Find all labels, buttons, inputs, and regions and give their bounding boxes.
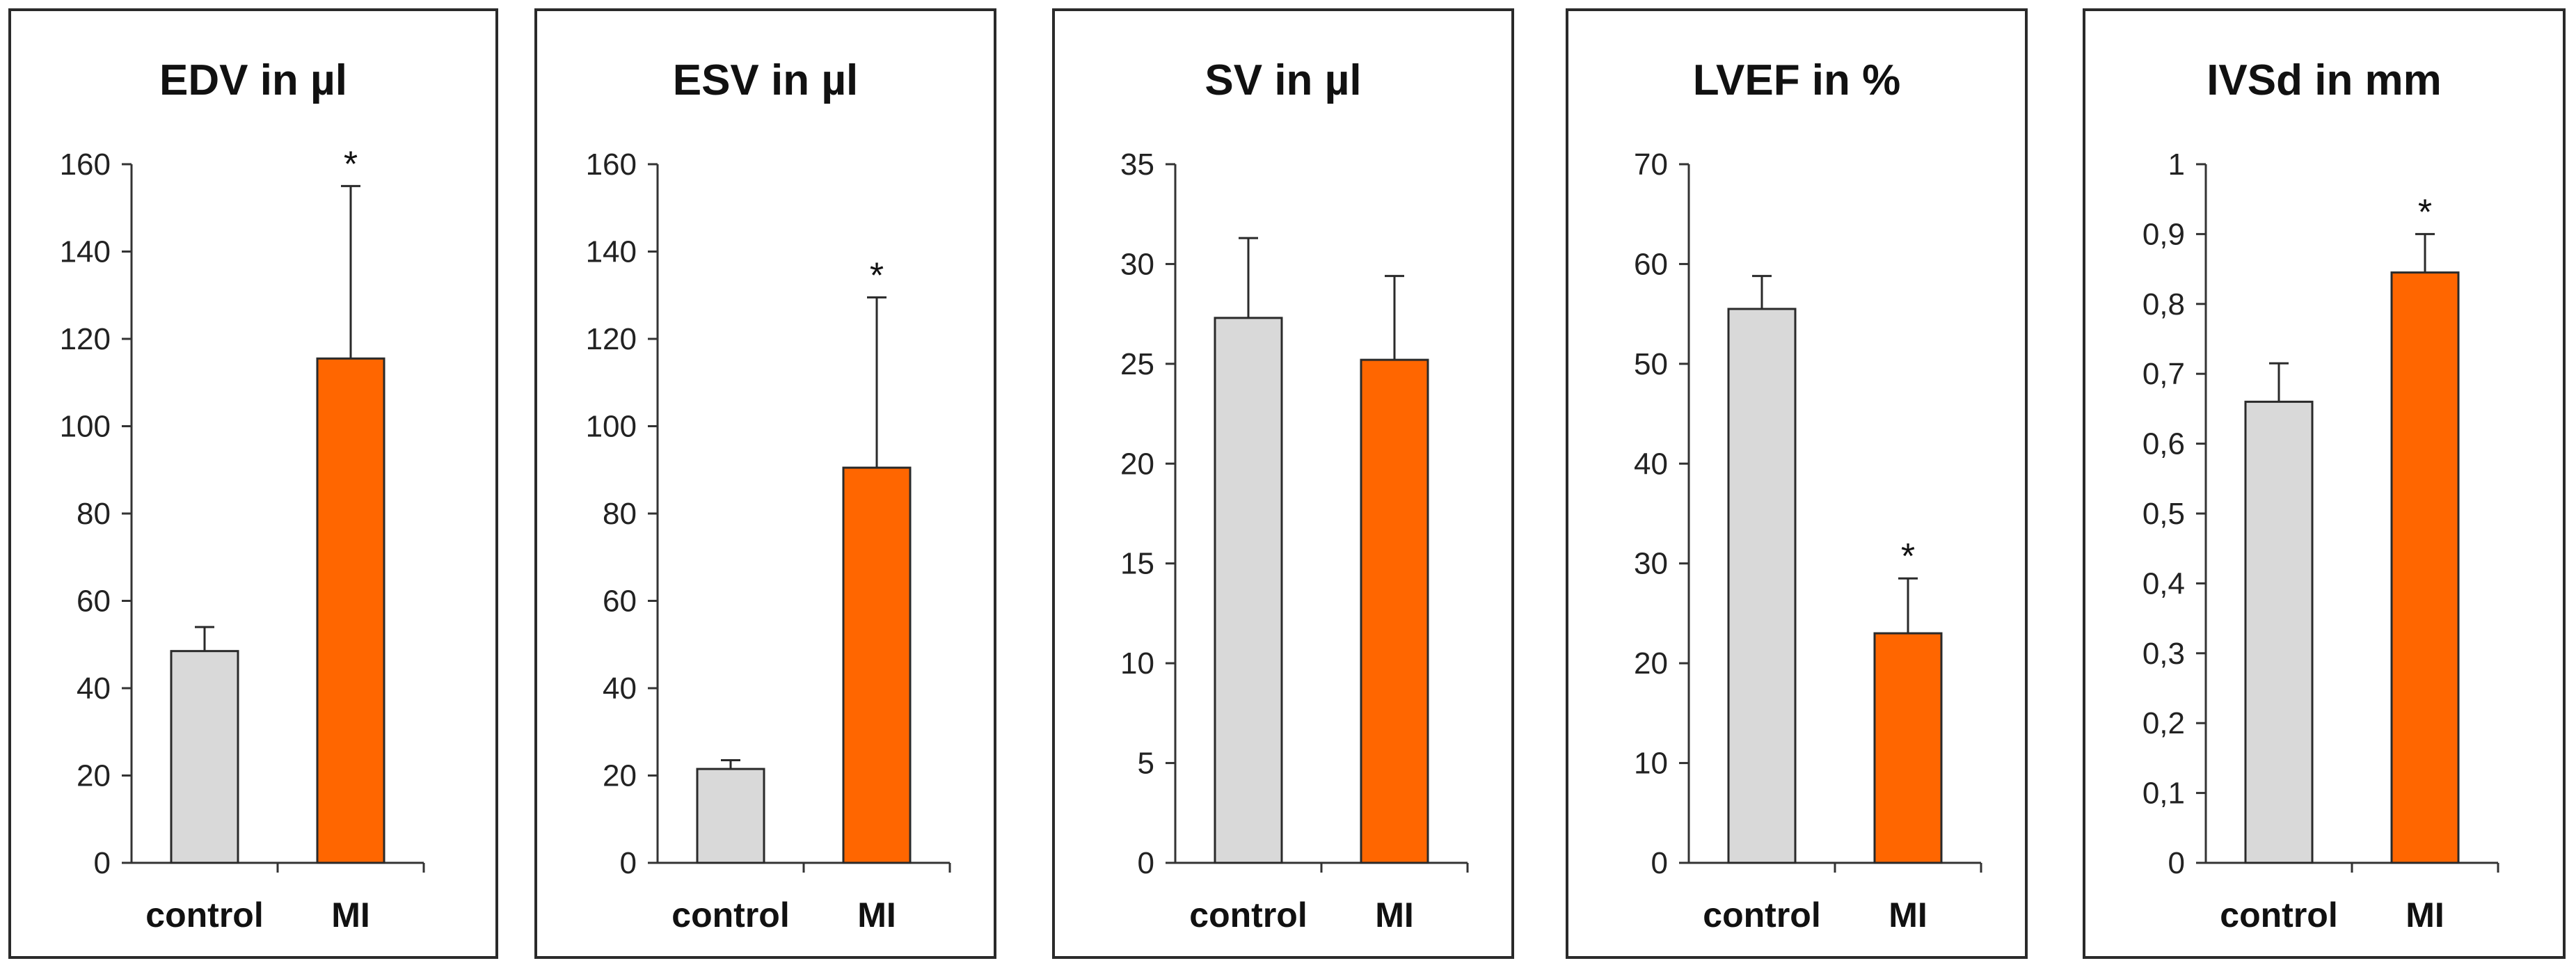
y-tick-label: 140 — [60, 235, 111, 269]
y-tick-label: 80 — [603, 497, 637, 531]
chart-panel-5: IVSd in mm 0 0,1 0,2 0,3 0,4 0,5 0,6 0,7 0,8 0,9 1 c… — [2083, 8, 2566, 959]
y-tick-label: 50 — [1634, 347, 1668, 381]
category-label: control — [1189, 896, 1307, 935]
panel-frame — [2083, 8, 2566, 959]
y-tick-label: 40 — [603, 671, 637, 706]
y-tick-label: 20 — [603, 759, 637, 793]
y-tick-label: 60 — [1634, 247, 1668, 281]
y-tick-label: 0,3 — [2142, 637, 2185, 671]
category-label: control — [1703, 896, 1820, 935]
y-tick-label: 0,7 — [2142, 357, 2185, 391]
y-tick-label: 160 — [60, 148, 111, 182]
panel-title: EDV in µl — [159, 56, 347, 104]
y-tick-label: 10 — [1634, 747, 1668, 781]
category-label: MI — [1375, 896, 1414, 935]
y-tick-label: 0,2 — [2142, 706, 2185, 740]
chart-panel-4: LVEF in % 0 10 20 30 40 50 60 70 control * MI — [1566, 8, 2028, 959]
y-tick-label: 40 — [77, 671, 111, 706]
bar-control — [696, 768, 765, 864]
significance-marker: * — [870, 255, 884, 296]
y-tick-label: 100 — [586, 410, 637, 444]
y-tick-label: 160 — [586, 148, 637, 182]
y-tick-label: 120 — [586, 322, 637, 356]
y-tick-label: 60 — [603, 585, 637, 619]
y-tick-label: 20 — [77, 759, 111, 793]
category-label: MI — [1889, 896, 1927, 935]
y-tick-label: 0,8 — [2142, 287, 2185, 321]
y-tick-label: 80 — [77, 497, 111, 531]
panel-title: LVEF in % — [1693, 56, 1901, 104]
panel-frame — [1052, 8, 1514, 959]
category-label: MI — [857, 896, 896, 935]
panel-frame — [8, 8, 498, 959]
panel-title: ESV in µl — [673, 56, 859, 104]
significance-marker: * — [344, 144, 358, 184]
chart-panel-3: SV in µl 0 5 10 15 20 25 30 35 control MI — [1052, 8, 1514, 959]
panel-frame — [534, 8, 996, 959]
bar-mi — [1873, 632, 1943, 864]
y-tick-label: 0,6 — [2142, 427, 2185, 461]
y-tick-label: 40 — [1634, 447, 1668, 481]
y-tick-label: 120 — [60, 322, 111, 356]
y-tick-label: 0 — [1138, 846, 1154, 880]
y-tick-label: 0 — [2168, 846, 2185, 880]
y-tick-label: 0 — [1651, 846, 1668, 880]
bar-control — [2244, 400, 2314, 864]
bar-control — [1214, 317, 1283, 864]
y-tick-label: 0,5 — [2142, 497, 2185, 531]
category-label: control — [2220, 896, 2337, 935]
bar-mi — [1360, 358, 1429, 864]
bar-control — [170, 650, 239, 864]
y-tick-label: 0,9 — [2142, 217, 2185, 251]
y-tick-label: 60 — [77, 585, 111, 619]
y-tick-label: 25 — [1120, 347, 1154, 381]
y-tick-label: 30 — [1634, 547, 1668, 581]
panel-title: IVSd in mm — [2207, 56, 2442, 104]
y-tick-label: 5 — [1138, 747, 1154, 781]
y-tick-label: 0 — [620, 846, 637, 880]
category-label: control — [145, 896, 263, 935]
y-tick-label: 0,4 — [2142, 566, 2185, 601]
panel-title: SV in µl — [1204, 56, 1361, 104]
significance-marker: * — [1901, 536, 1915, 577]
bar-mi — [842, 466, 912, 864]
bar-control — [1727, 308, 1797, 864]
y-tick-label: 0 — [94, 846, 111, 880]
y-tick-label: 15 — [1120, 547, 1154, 581]
y-tick-label: 30 — [1120, 247, 1154, 281]
y-tick-label: 20 — [1120, 447, 1154, 481]
bar-mi — [316, 357, 385, 864]
y-tick-label: 70 — [1634, 148, 1668, 182]
y-tick-label: 1 — [2168, 148, 2185, 182]
y-tick-label: 10 — [1120, 646, 1154, 681]
y-tick-label: 35 — [1120, 148, 1154, 182]
category-label: control — [671, 896, 789, 935]
y-tick-label: 20 — [1634, 646, 1668, 681]
panel-frame — [1566, 8, 2028, 959]
category-label: MI — [331, 896, 370, 935]
chart-panel-2: ESV in µl 0 20 40 60 80 100 120 140 160 control * MI — [534, 8, 996, 959]
y-tick-label: 100 — [60, 410, 111, 444]
bar-mi — [2390, 271, 2460, 864]
significance-marker: * — [2418, 192, 2432, 232]
y-tick-label: 0,1 — [2142, 777, 2185, 811]
chart-panel-1: EDV in µl 0 20 40 60 80 100 120 140 160 control * MI — [8, 8, 498, 959]
y-tick-label: 140 — [586, 235, 637, 269]
category-label: MI — [2406, 896, 2444, 935]
